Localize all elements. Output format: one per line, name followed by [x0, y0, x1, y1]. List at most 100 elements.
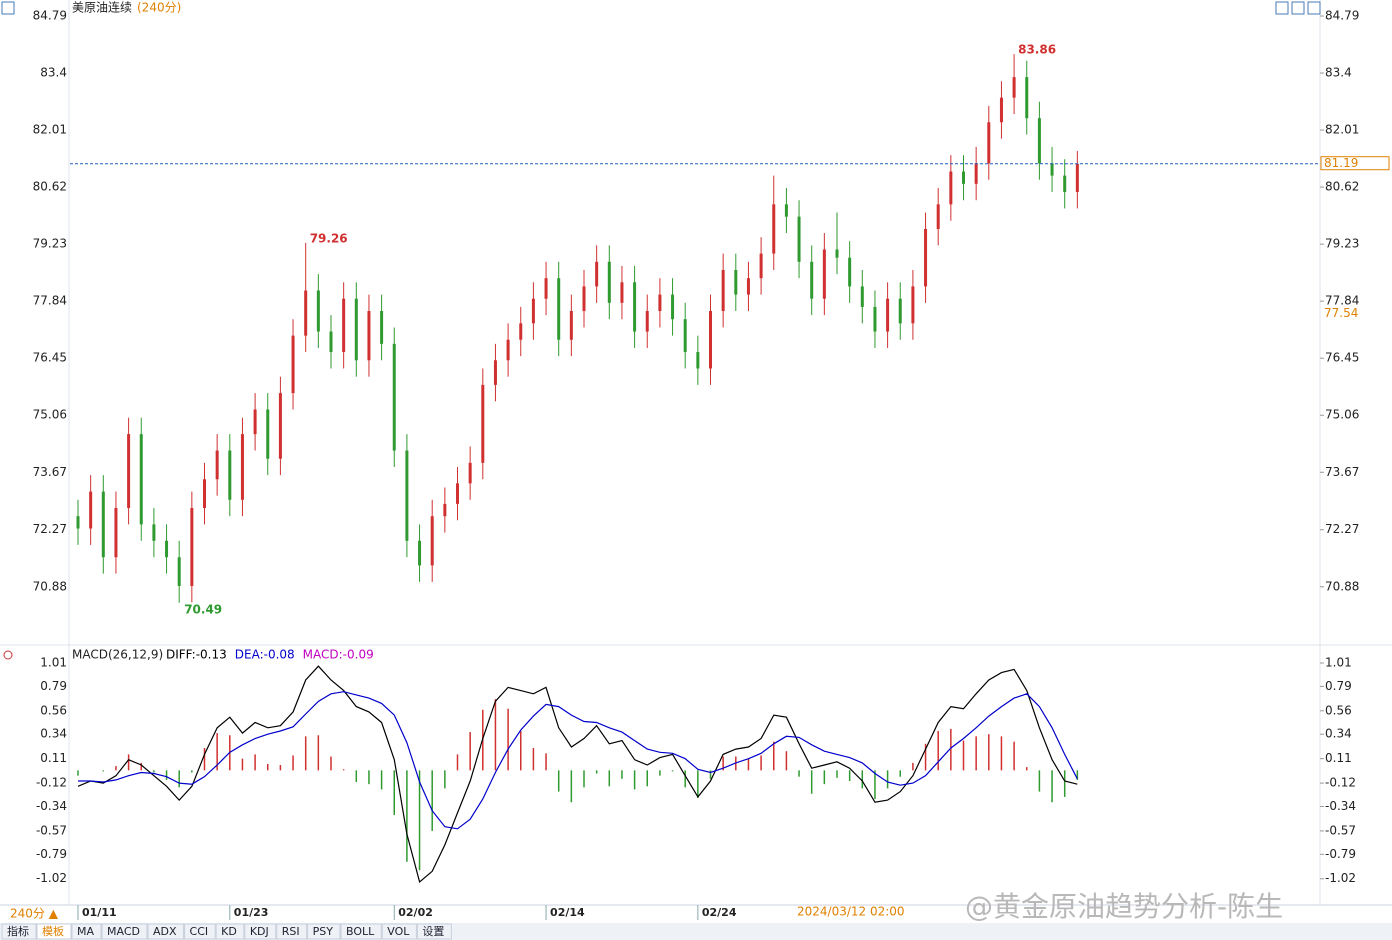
y-tick-label: 77.84: [33, 294, 67, 308]
y-tick-label: 1.01: [1325, 656, 1352, 670]
y-tick-label: 76.45: [33, 351, 67, 365]
tab[interactable]: RSI: [282, 925, 300, 938]
candle-body: [557, 278, 561, 340]
candle-body: [114, 507, 118, 558]
y-tick-label: -1.02: [1325, 871, 1356, 885]
y-tick-label: -0.12: [36, 776, 67, 790]
y-tick-label: 0.79: [40, 679, 67, 693]
tab-background[interactable]: [244, 923, 277, 940]
candle-body: [886, 298, 890, 332]
candle-body: [987, 122, 991, 164]
candle-body: [405, 450, 409, 541]
layout-icon[interactable]: [1307, 1, 1321, 15]
x-tick-label: 01/11: [82, 906, 117, 919]
y-tick-label: 0.34: [40, 727, 67, 741]
collapse-icon[interactable]: [1, 1, 15, 15]
y-tick-label: 73.67: [1325, 465, 1359, 479]
settings-icon[interactable]: [3, 650, 13, 660]
candle-body: [190, 507, 194, 586]
y-tick-label: 70.88: [33, 579, 67, 593]
candle-body: [1012, 77, 1016, 98]
candle-body: [316, 290, 320, 332]
candle-body: [582, 286, 586, 312]
y-tick-label: 0.11: [1325, 751, 1352, 765]
chart-subtitle: (240分): [137, 1, 181, 15]
candle-body: [924, 228, 928, 287]
tab[interactable]: MACD: [107, 925, 140, 938]
layout-icon[interactable]: [1275, 1, 1289, 15]
y-tick-label: 75.06: [33, 408, 67, 422]
candle-body: [683, 319, 687, 353]
tab[interactable]: KDJ: [250, 925, 269, 938]
y-tick-label: 84.79: [33, 9, 67, 23]
tab[interactable]: VOL: [387, 925, 410, 938]
y-tick-label: 82.01: [1325, 123, 1359, 137]
tab-background[interactable]: [416, 923, 452, 940]
candle-body: [506, 339, 510, 361]
tab-background[interactable]: [101, 923, 148, 940]
high-label: 83.86: [1018, 43, 1056, 57]
candle-body: [203, 479, 206, 508]
tab-background[interactable]: [147, 923, 185, 940]
tab[interactable]: ADX: [153, 925, 177, 938]
tab-background[interactable]: [340, 923, 382, 940]
tab-background[interactable]: [381, 923, 417, 940]
candle-body: [253, 409, 257, 435]
candle-body: [430, 516, 434, 566]
y-tick-label: -0.79: [1325, 847, 1356, 861]
candle-body: [367, 311, 371, 361]
cursor-datetime: 2024/03/12 02:00: [797, 905, 905, 919]
tab-background[interactable]: [307, 923, 341, 940]
x-tick-label: 02/02: [398, 906, 433, 919]
dea-line: [78, 691, 1078, 830]
y-tick-label: -0.57: [1325, 823, 1356, 837]
y-tick-label: 83.4: [1325, 66, 1352, 80]
y-tick-label: 0.56: [40, 703, 67, 717]
x-tick-label: 02/24: [702, 906, 737, 919]
layout-icon[interactable]: [1291, 1, 1305, 15]
tab[interactable]: PSY: [313, 925, 334, 938]
y-tick-label: -1.02: [36, 871, 67, 885]
candle-body: [797, 216, 801, 262]
x-tick-label: 02/14: [550, 906, 585, 919]
legend-entry: MACD:-0.09: [303, 648, 374, 662]
y-tick-label: 80.62: [1325, 180, 1359, 194]
tab-background[interactable]: [184, 923, 216, 940]
candle-body: [152, 524, 156, 541]
tab[interactable]: KD: [221, 925, 237, 938]
candle-body: [759, 253, 763, 279]
y-tick-label: 80.62: [33, 180, 67, 194]
y-tick-label: -0.12: [1325, 776, 1356, 790]
tab[interactable]: BOLL: [346, 925, 375, 938]
candle-body: [493, 360, 497, 385]
candle-body: [873, 306, 877, 332]
tab[interactable]: CCI: [190, 925, 209, 938]
candle-body: [278, 393, 282, 459]
y-tick-label: 76.45: [1325, 351, 1359, 365]
candle-body: [456, 483, 459, 504]
tab[interactable]: 指标: [7, 924, 29, 938]
candle-body: [1037, 118, 1041, 164]
current-price-label: 81.19: [1324, 156, 1358, 170]
candle-body: [215, 450, 219, 480]
y-tick-label: 79.23: [1325, 237, 1359, 251]
y-tick-label: 0.56: [1325, 703, 1352, 717]
tab-background[interactable]: [1, 923, 37, 940]
tab[interactable]: 模板: [42, 924, 64, 938]
period-selector[interactable]: 240分 ▲: [10, 907, 59, 921]
period-box: [0, 906, 68, 922]
high-label: 79.26: [310, 231, 348, 245]
tab[interactable]: 设置: [422, 925, 444, 938]
tab-background[interactable]: [215, 923, 245, 940]
candle-body: [974, 163, 978, 184]
candle-body: [595, 261, 599, 287]
tab-background[interactable]: [36, 923, 72, 940]
candle-body: [519, 323, 523, 340]
candle-body: [481, 384, 485, 463]
tab[interactable]: MA: [77, 925, 94, 938]
candle-body: [468, 462, 472, 484]
tab-background[interactable]: [276, 923, 308, 940]
tab-background[interactable]: [71, 923, 102, 940]
candle-body: [620, 282, 624, 303]
